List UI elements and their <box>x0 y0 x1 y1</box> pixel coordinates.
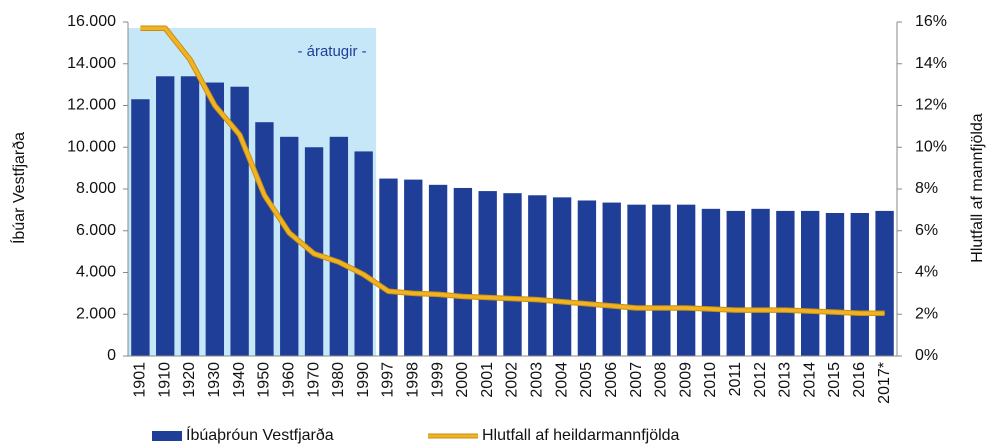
y-tick-label: 6.000 <box>76 222 116 239</box>
bar <box>354 151 373 356</box>
x-tick-label: 1901 <box>132 362 149 398</box>
legend-swatch <box>152 431 182 441</box>
legend-label: Íbúaþróun Vestfjarða <box>186 425 334 444</box>
bar <box>205 82 225 356</box>
bar <box>676 204 696 356</box>
bar <box>627 204 646 356</box>
x-tick-label: 2000 <box>454 362 471 398</box>
y2-tick-label: 6% <box>915 222 938 239</box>
x-tick-label: 1910 <box>156 362 173 398</box>
bar <box>379 178 398 356</box>
bar <box>552 197 572 356</box>
y-tick-label: 12.000 <box>67 97 116 114</box>
x-tick-label: 1970 <box>305 362 322 398</box>
y2-tick-label: 16% <box>915 13 947 30</box>
x-tick-label: 1990 <box>355 362 372 398</box>
x-tick-label: 2015 <box>826 362 843 398</box>
x-tick-label: 2010 <box>702 362 719 398</box>
bar <box>156 76 175 357</box>
x-tick-label: 1980 <box>330 362 347 398</box>
bar <box>478 191 497 356</box>
bar <box>726 210 745 356</box>
bar <box>602 202 621 356</box>
legend-label: Hlutfall af heildarmannfjölda <box>482 427 680 444</box>
y2-tick-label: 10% <box>915 138 947 155</box>
x-tick-label: 2002 <box>504 362 521 398</box>
y-tick-label: 4.000 <box>76 264 116 281</box>
bar <box>453 187 473 356</box>
y2-axis-title: Hlutfall af mannfjölda <box>969 113 986 263</box>
x-tick-label: 2003 <box>529 362 546 398</box>
bar <box>280 136 299 356</box>
y2-tick-label: 4% <box>915 264 938 281</box>
x-tick-label: 2017* <box>876 362 893 404</box>
y2-tick-label: 14% <box>915 55 947 72</box>
x-tick-label: 1930 <box>206 362 223 398</box>
y-axis-title: Íbúar Vestfjarða <box>9 132 28 244</box>
y2-tick-label: 8% <box>915 180 938 197</box>
y-tick-label: 0 <box>107 347 116 364</box>
x-tick-label: 1997 <box>380 362 397 398</box>
x-tick-label: 2013 <box>777 362 794 398</box>
x-tick-label: 1998 <box>404 362 421 398</box>
bar <box>503 193 522 356</box>
bar <box>875 210 894 356</box>
x-tick-label: 2004 <box>553 362 570 398</box>
y2-tick-label: 12% <box>915 97 947 114</box>
y-tick-label: 14.000 <box>67 55 116 72</box>
line <box>140 26 885 315</box>
bar <box>329 136 349 356</box>
bar <box>800 210 820 356</box>
y-tick-label: 2.000 <box>76 305 116 322</box>
bar <box>404 179 423 356</box>
bar <box>428 184 448 356</box>
x-tick-label: 2009 <box>677 362 694 398</box>
y2-tick-label: 0% <box>915 347 938 364</box>
x-tick-label: 2016 <box>851 362 868 398</box>
annotation: - áratugir - <box>297 43 366 60</box>
y2-tick-label: 2% <box>915 305 938 322</box>
bar <box>528 195 547 356</box>
y-tick-label: 10.000 <box>67 138 116 155</box>
bar <box>577 200 597 356</box>
x-tick-label: 1940 <box>231 362 248 398</box>
bar <box>180 76 200 357</box>
x-tick-label: 1950 <box>256 362 273 398</box>
bar <box>131 99 150 357</box>
y-tick-label: 16.000 <box>67 13 116 30</box>
x-tick-label: 1920 <box>181 362 198 398</box>
bar <box>230 86 249 357</box>
x-tick-label: 2007 <box>628 362 645 398</box>
bar <box>255 122 274 356</box>
x-tick-label: 1999 <box>429 362 446 398</box>
bar <box>776 210 795 356</box>
bar <box>751 208 770 356</box>
bar <box>701 208 721 356</box>
x-tick-label: 2005 <box>578 362 595 398</box>
x-tick-label: 2001 <box>479 362 496 398</box>
bar <box>850 213 869 356</box>
x-tick-label: 2012 <box>752 362 769 398</box>
y-tick-label: 8.000 <box>76 180 116 197</box>
x-tick-label: 2006 <box>603 362 620 398</box>
x-tick-label: 2014 <box>801 362 818 398</box>
bar <box>825 213 845 356</box>
bar <box>652 204 671 356</box>
x-tick-label: 1960 <box>280 362 297 398</box>
x-tick-label: 2011 <box>727 362 744 397</box>
x-tick-label: 2008 <box>653 362 670 398</box>
